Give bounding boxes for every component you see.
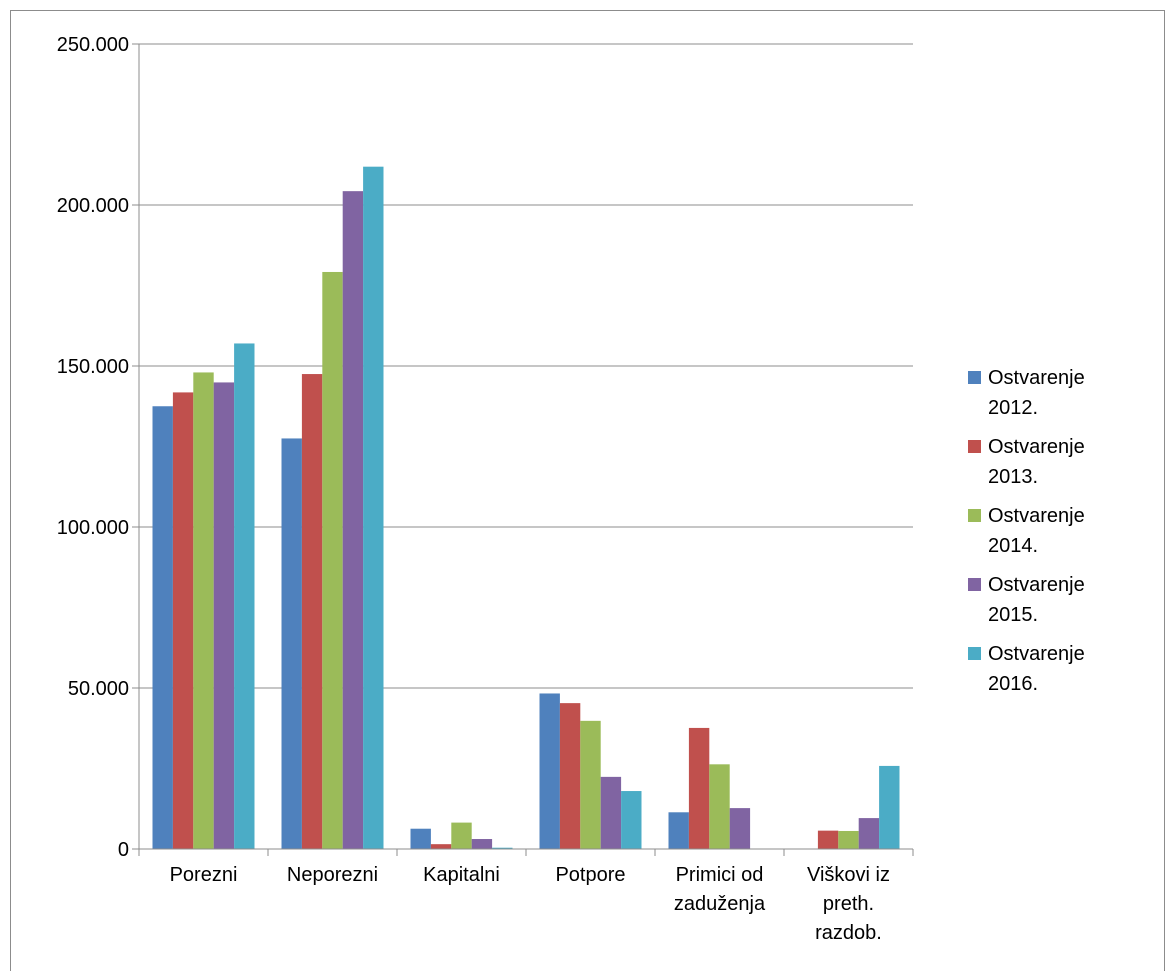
bar-chart: 0 50.000 100.000 150.000 200.000 250.000 Pore… <box>57 34 1085 944</box>
bar-1-1 <box>152 406 173 849</box>
bar-1-3 <box>193 372 214 849</box>
x-category-labels: Porezni Neporezni Kapitalni Potpore Primici … <box>170 864 890 944</box>
bar-6-5 <box>879 765 900 849</box>
y-tick-label: 150.000 <box>57 356 129 378</box>
bar-1-5 <box>234 343 255 849</box>
legend: Ostvarenje 2012. Ostvarenje 2013. Ostvarenje… <box>968 367 1085 695</box>
category-label: Potpore <box>555 864 625 886</box>
bar-4-1 <box>539 693 560 849</box>
bar-4-5 <box>621 791 642 849</box>
legend-swatch <box>968 647 981 660</box>
bar-1-4 <box>213 382 235 849</box>
bar-2-1 <box>281 438 302 849</box>
bar-3-5 <box>492 847 513 849</box>
bar-6-3 <box>838 830 859 849</box>
bars <box>152 166 900 850</box>
legend-entry: Ostvarenje 2015. <box>988 574 1085 626</box>
bar-5-3 <box>709 764 730 849</box>
legend-entry: Ostvarenje 2013. <box>988 436 1085 488</box>
bar-3-2 <box>430 844 452 849</box>
bar-1-2 <box>172 392 194 849</box>
axes <box>132 43 914 856</box>
bar-4-4 <box>600 776 622 849</box>
legend-swatch <box>968 371 981 384</box>
category-label: Viškovi iz preth. razdob. <box>807 864 890 944</box>
category-label: Porezni <box>170 864 238 886</box>
bar-5-4 <box>729 808 751 849</box>
y-tick-label: 200.000 <box>57 195 129 217</box>
bar-2-2 <box>301 374 323 849</box>
bar-2-3 <box>322 271 343 849</box>
gridlines <box>139 43 913 689</box>
category-label: Kapitalni <box>423 864 500 886</box>
y-tick-label: 0 <box>118 839 129 861</box>
bar-5-1 <box>668 812 689 849</box>
y-tick-labels: 0 50.000 100.000 150.000 200.000 250.000 <box>57 34 129 861</box>
legend-entry: Ostvarenje 2012. <box>988 367 1085 419</box>
y-tick-label: 100.000 <box>57 517 129 539</box>
legend-swatch <box>968 578 981 591</box>
legend-entry: Ostvarenje 2016. <box>988 643 1085 695</box>
bar-3-4 <box>471 839 493 849</box>
legend-swatch <box>968 509 981 522</box>
bar-3-1 <box>410 828 431 849</box>
bar-5-2 <box>688 727 710 849</box>
legend-swatch <box>968 440 981 453</box>
bar-4-3 <box>580 720 601 849</box>
category-label: Neporezni <box>287 864 378 886</box>
bar-2-5 <box>363 166 384 849</box>
y-tick-label: 250.000 <box>57 34 129 56</box>
bar-4-2 <box>559 703 581 849</box>
bar-3-3 <box>451 822 472 849</box>
bar-6-4 <box>858 818 880 849</box>
y-tick-label: 50.000 <box>68 678 129 700</box>
category-label: Primici od zaduženja <box>674 864 766 915</box>
legend-entry: Ostvarenje 2014. <box>988 505 1085 557</box>
bar-2-4 <box>342 191 364 850</box>
chart-frame: 0 50.000 100.000 150.000 200.000 250.000 Pore… <box>10 10 1165 971</box>
bar-6-2 <box>817 830 839 849</box>
